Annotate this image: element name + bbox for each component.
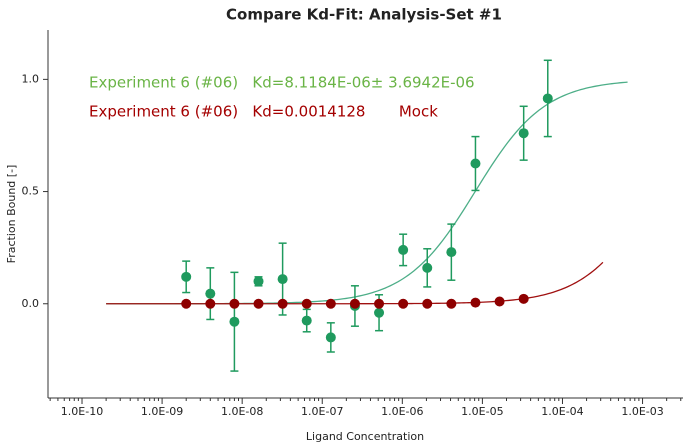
x-tick-label: 1.0E-07 — [301, 405, 343, 418]
point — [398, 298, 409, 309]
legend-entry: Experiment 6 (#06) Kd=0.0014128 Mock — [89, 103, 438, 121]
legend-entry: Experiment 6 (#06) Kd=8.1184E-06± 3.6942… — [89, 74, 475, 92]
x-tick-label: 1.0E-04 — [541, 405, 583, 418]
point — [205, 298, 216, 309]
point — [374, 307, 385, 318]
point — [349, 298, 360, 309]
point — [374, 298, 385, 309]
point — [422, 262, 433, 273]
point — [205, 288, 216, 299]
chart-title: Compare Kd-Fit: Analysis-Set #1 — [226, 6, 502, 24]
point — [229, 316, 240, 327]
point — [398, 244, 409, 255]
point — [277, 298, 288, 309]
point — [518, 293, 529, 304]
x-tick-label: 1.0E-08 — [221, 405, 263, 418]
point — [301, 298, 312, 309]
y-tick-label: 0.0 — [22, 297, 40, 310]
x-tick-label: 1.0E-10 — [61, 405, 103, 418]
point — [542, 93, 553, 104]
point — [325, 332, 336, 343]
x-axis-label: Ligand Concentration — [306, 430, 424, 443]
point — [181, 271, 192, 282]
point — [301, 315, 312, 326]
point — [422, 298, 433, 309]
point — [446, 298, 457, 309]
point — [518, 128, 529, 139]
point — [446, 247, 457, 258]
point — [253, 276, 264, 287]
point — [470, 158, 481, 169]
point — [181, 298, 192, 309]
point — [277, 274, 288, 285]
point — [253, 298, 264, 309]
y-tick-label: 1.0 — [22, 72, 40, 85]
x-tick-label: 1.0E-09 — [141, 405, 183, 418]
x-tick-label: 1.0E-05 — [461, 405, 503, 418]
point — [470, 297, 481, 308]
y-axis-label: Fraction Bound [-] — [5, 165, 18, 264]
x-tick-label: 1.0E-03 — [621, 405, 663, 418]
point — [325, 298, 336, 309]
y-tick-label: 0.5 — [22, 185, 40, 198]
point — [229, 298, 240, 309]
point — [494, 296, 505, 307]
x-tick-label: 1.0E-06 — [381, 405, 423, 418]
